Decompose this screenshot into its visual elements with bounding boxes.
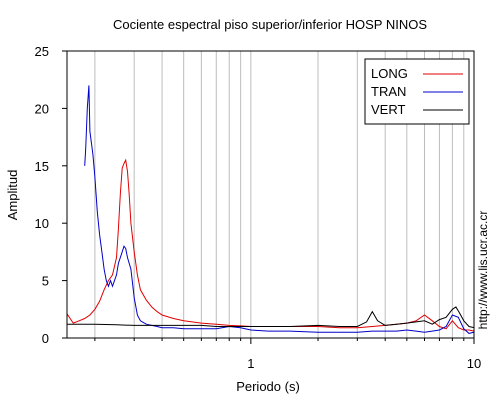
series-line-vert xyxy=(67,306,474,329)
x-tick-label: 10 xyxy=(467,356,481,371)
series-line-long xyxy=(67,158,474,332)
y-tick-label: 15 xyxy=(35,159,49,174)
plot-frame xyxy=(66,50,475,339)
side-url-text: http://www.lis.ucr.ac.cr xyxy=(476,211,490,330)
y-axis-label: Amplitud xyxy=(5,170,20,221)
x-axis-ticks: 1 10 xyxy=(94,338,481,371)
legend-label-tran: TRAN xyxy=(371,84,406,99)
legend: LONG TRAN VERT xyxy=(364,58,470,125)
y-tick-label: 25 xyxy=(35,44,49,59)
x-tick-label: 1 xyxy=(247,356,254,371)
x-axis-label: Periodo (s) xyxy=(236,379,300,394)
y-tick-label: 0 xyxy=(42,331,49,346)
series-line-tran xyxy=(84,85,474,334)
series-layer xyxy=(67,85,474,334)
y-tick-label: 5 xyxy=(42,274,49,289)
chart-title: Cociente espectral piso superior/inferio… xyxy=(113,17,427,32)
y-tick-label: 10 xyxy=(35,216,49,231)
legend-label-vert: VERT xyxy=(371,102,405,117)
y-axis-ticks: 0 5 10 15 20 25 xyxy=(35,44,67,346)
y-tick-label: 20 xyxy=(35,101,49,116)
legend-label-long: LONG xyxy=(371,66,408,81)
